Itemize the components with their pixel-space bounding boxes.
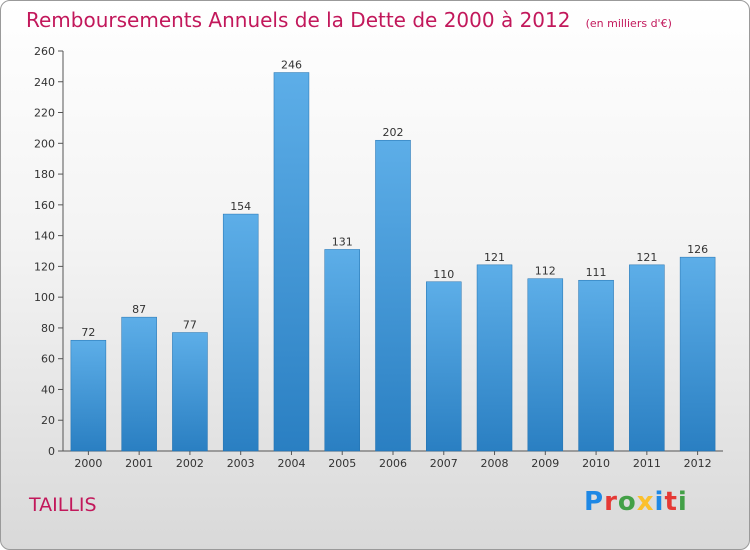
bar-2010 (578, 279, 614, 452)
bar-2012 (679, 256, 716, 452)
y-tick-label: 80 (41, 322, 55, 335)
y-tick-label: 100 (34, 291, 55, 304)
bar-2005 (324, 249, 360, 452)
chart-title: Remboursements Annuels de la Dette de 20… (26, 8, 571, 32)
y-tick-label: 220 (34, 107, 55, 120)
x-tick-label-2011: 2011 (633, 457, 661, 470)
x-tick-label-2002: 2002 (176, 457, 204, 470)
x-tick-label-2006: 2006 (379, 457, 407, 470)
data-label-2000: 72 (81, 326, 95, 339)
bar-2001 (121, 316, 157, 452)
y-tick-label: 160 (34, 199, 55, 212)
x-tick-label-2000: 2000 (74, 457, 102, 470)
axes: 0 20 40 60 80 100 120 140 160 180 200 220 240 260 2000… (34, 45, 723, 470)
value-labels: 72 87 77 154 246 131 202 110 121 112 111 121 126 (81, 59, 708, 340)
data-label-2003: 154 (230, 200, 251, 213)
chart-subtitle: (en milliers d'€) (585, 17, 672, 30)
y-tick-label: 260 (34, 45, 55, 58)
data-label-2011: 121 (636, 251, 657, 264)
x-tick-label-2005: 2005 (328, 457, 356, 470)
bar-2009 (527, 278, 564, 452)
x-tick-label-2010: 2010 (582, 457, 610, 470)
title-row: Remboursements Annuels de la Dette de 20… (26, 8, 672, 32)
x-tick-label-2008: 2008 (481, 457, 509, 470)
x-tick-label-2001: 2001 (125, 457, 153, 470)
y-tick-label: 60 (41, 353, 55, 366)
bar-2008 (476, 264, 513, 452)
y-tick-label: 40 (41, 383, 55, 396)
data-label-2001: 87 (132, 303, 146, 316)
bar-2003 (222, 213, 259, 452)
bars (70, 72, 716, 452)
logo-letter: P (584, 487, 605, 517)
y-tick-label: 120 (34, 260, 55, 273)
data-label-2012: 126 (687, 243, 708, 256)
x-tick-label-2012: 2012 (684, 457, 712, 470)
y-tick-label: 240 (34, 76, 55, 89)
data-label-2004: 246 (281, 59, 302, 72)
bar-2004 (273, 72, 310, 452)
bar-2007 (426, 281, 462, 452)
bar-2006 (375, 139, 411, 452)
y-tick-label: 140 (34, 230, 55, 243)
x-tick-label-2009: 2009 (531, 457, 559, 470)
x-tick-label-2004: 2004 (277, 457, 305, 470)
x-tick-label-2003: 2003 (227, 457, 255, 470)
logo-letter: i (677, 487, 688, 517)
logo-letter: o (617, 487, 637, 517)
data-label-2009: 112 (535, 265, 556, 278)
y-tick-label: 200 (34, 137, 55, 150)
data-label-2008: 121 (484, 251, 505, 264)
data-label-2002: 77 (183, 319, 197, 332)
y-tick-label: 0 (48, 445, 55, 458)
commune-name: TAILLIS (29, 494, 97, 516)
bar-2002 (172, 332, 208, 452)
bar-2000 (70, 339, 107, 452)
logo-letter: r (604, 487, 618, 517)
x-tick-label-2007: 2007 (430, 457, 458, 470)
data-label-2006: 202 (383, 126, 404, 139)
logo-letter: t (664, 487, 678, 517)
data-label-2007: 110 (433, 268, 454, 281)
logo-letter: x (636, 487, 655, 517)
bar-2011 (629, 264, 665, 452)
logo-letter: i (654, 487, 665, 517)
y-tick-label: 20 (41, 414, 55, 427)
proxiti-logo: Proxiti (584, 487, 688, 517)
y-tick-label: 180 (34, 168, 55, 181)
data-label-2010: 111 (586, 266, 607, 279)
data-label-2005: 131 (332, 235, 353, 248)
